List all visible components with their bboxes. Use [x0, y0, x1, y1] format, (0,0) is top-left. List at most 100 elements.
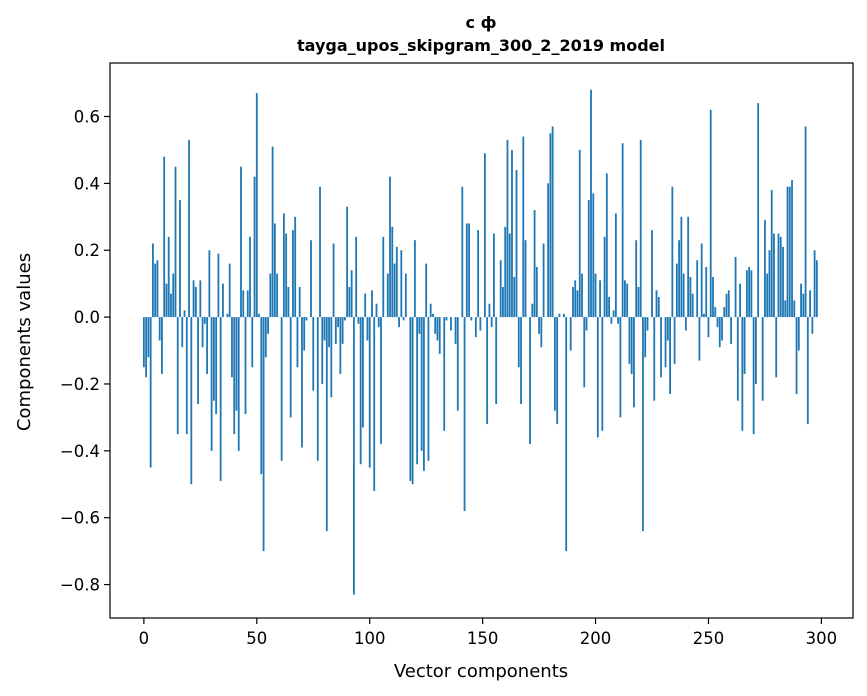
- bar-193: [578, 149, 581, 318]
- bar-81: [325, 317, 328, 532]
- y-tick-label-0: −0.8: [60, 576, 100, 595]
- bar-253: [714, 307, 717, 318]
- bar-213: [624, 280, 626, 318]
- bar-171: [529, 317, 531, 445]
- bar-240: [684, 317, 687, 331]
- bar-289: [795, 317, 798, 394]
- bar-209: [614, 213, 617, 318]
- bar-98: [364, 293, 367, 318]
- bar-10: [165, 283, 168, 318]
- bar-154: [490, 317, 493, 328]
- bar-280: [775, 317, 778, 378]
- bar-43: [240, 166, 242, 318]
- bar-291: [800, 283, 802, 318]
- bar-50: [255, 93, 258, 318]
- y-tick-label-3: −0.2: [60, 375, 100, 394]
- bar-175: [538, 317, 540, 334]
- bar-269: [750, 270, 753, 318]
- bar-288: [793, 300, 796, 318]
- bar-124: [423, 317, 425, 471]
- bar-26: [201, 317, 204, 348]
- bar-70: [301, 317, 303, 448]
- bar-94: [355, 236, 358, 318]
- bar-211: [619, 317, 622, 418]
- bar-252: [712, 276, 714, 318]
- bar-136: [450, 317, 452, 331]
- bar-5: [154, 263, 157, 318]
- bar-259: [727, 290, 730, 318]
- bar-284: [784, 300, 787, 318]
- bar-93: [353, 317, 355, 595]
- bar-241: [687, 216, 690, 318]
- bar-238: [680, 216, 683, 318]
- bar-144: [468, 223, 470, 318]
- bar-278: [770, 190, 773, 318]
- bar-287: [791, 180, 793, 318]
- bar-286: [788, 186, 791, 318]
- bar-164: [513, 276, 516, 318]
- bar-103: [375, 303, 378, 318]
- bar-116: [404, 273, 407, 318]
- bar-290: [797, 317, 800, 351]
- bar-100: [368, 317, 371, 468]
- bar-41: [235, 317, 238, 411]
- bar-267: [745, 270, 748, 318]
- bar-232: [666, 317, 669, 341]
- bar-12: [170, 293, 172, 318]
- bar-33: [217, 253, 220, 318]
- bar-219: [637, 287, 640, 318]
- bar-39: [231, 317, 233, 378]
- bar-79: [321, 317, 324, 384]
- y-tick-label-6: 0.4: [74, 174, 100, 193]
- bar-40: [233, 317, 236, 435]
- bar-114: [400, 250, 403, 318]
- bar-48: [251, 317, 254, 368]
- bar-8: [161, 317, 163, 374]
- bar-58: [273, 223, 276, 318]
- bar-126: [427, 317, 430, 461]
- bar-272: [757, 103, 760, 318]
- bar-125: [425, 263, 428, 318]
- bar-23: [194, 287, 197, 318]
- bar-265: [741, 317, 744, 431]
- bar-122: [418, 317, 421, 334]
- bar-32: [215, 317, 218, 415]
- bar-225: [651, 230, 653, 318]
- bar-294: [806, 317, 809, 425]
- bar-17: [181, 317, 184, 348]
- bar-207: [610, 317, 613, 324]
- bar-236: [675, 263, 678, 318]
- bar-2: [147, 317, 150, 358]
- x-tick-label-200: 200: [580, 629, 612, 648]
- bar-88: [341, 317, 344, 344]
- bar-57: [271, 146, 274, 318]
- bar-128: [432, 313, 434, 318]
- bar-69: [298, 287, 301, 318]
- bar-47: [249, 236, 251, 318]
- bar-179: [547, 183, 550, 318]
- x-tick-label-0: 0: [139, 629, 150, 648]
- bar-83: [330, 317, 333, 398]
- bar-11: [167, 236, 170, 318]
- bar-221: [642, 317, 644, 532]
- bar-205: [605, 173, 608, 318]
- bar-165: [515, 169, 518, 318]
- bar-191: [574, 280, 577, 318]
- bar-197: [587, 200, 590, 318]
- bar-65: [289, 317, 292, 418]
- bar-222: [644, 317, 647, 358]
- plot-frame: [109, 62, 854, 619]
- bar-6: [156, 260, 159, 318]
- bar-139: [456, 317, 459, 411]
- bar-105: [380, 317, 382, 445]
- bar-13: [172, 273, 175, 318]
- bar-264: [739, 283, 741, 318]
- bar-51: [258, 313, 260, 318]
- bar-189: [569, 317, 572, 351]
- bar-190: [572, 287, 574, 318]
- bar-186: [563, 313, 565, 318]
- bar-53: [262, 317, 265, 552]
- bar-159: [502, 287, 504, 318]
- bar-270: [752, 317, 755, 435]
- bar-102: [373, 317, 376, 491]
